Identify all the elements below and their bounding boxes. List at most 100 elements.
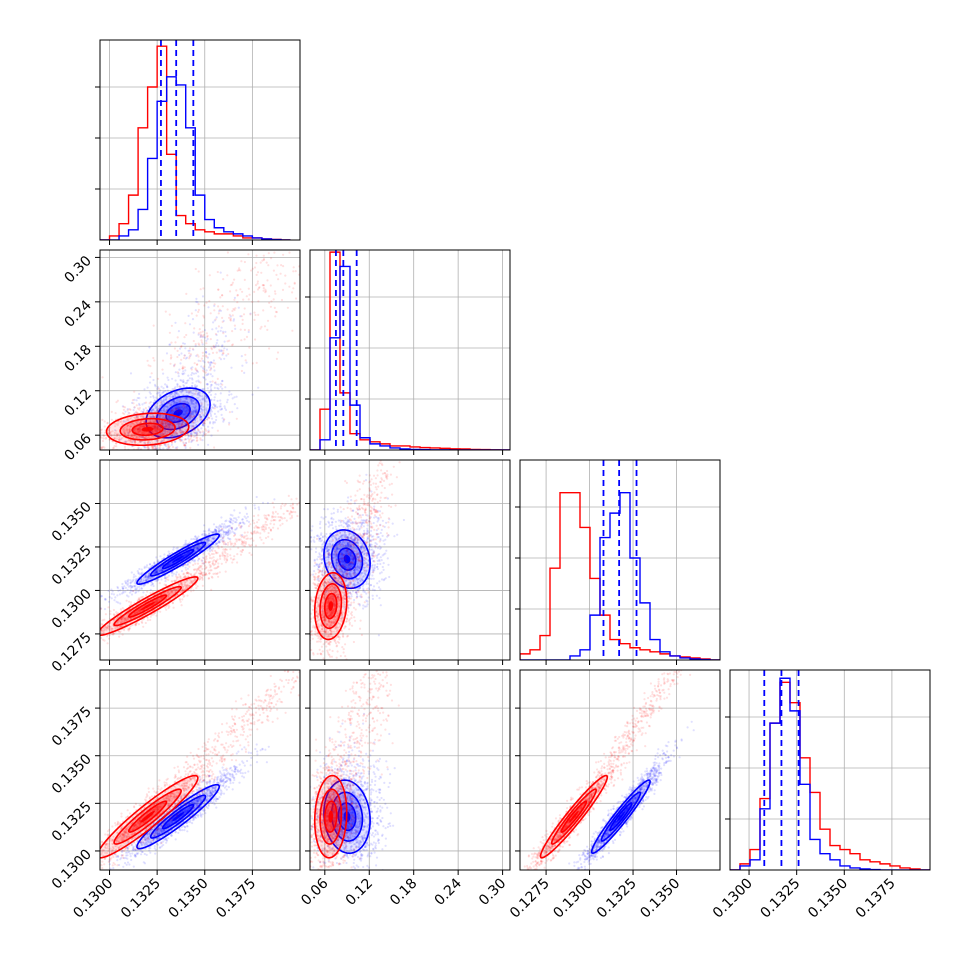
scatter-point [88, 419, 90, 421]
scatter-point [124, 586, 127, 590]
scatter-point [179, 404, 182, 408]
scatter-point [212, 359, 215, 362]
scatter-point [188, 396, 191, 399]
scatter-point [174, 394, 177, 397]
scatter-point [200, 334, 203, 337]
scatter-point [97, 425, 99, 427]
scatter-point [216, 339, 219, 342]
scatter-point [127, 439, 130, 442]
scatter-point [158, 405, 161, 408]
scatter-point [233, 278, 236, 281]
scatter-point [198, 328, 201, 331]
scatter-point [170, 403, 174, 407]
scatter-point [180, 570, 184, 573]
scatter-point [175, 408, 178, 411]
scatter-point [196, 436, 199, 439]
scatter-point [182, 403, 185, 406]
scatter-point [192, 410, 195, 413]
scatter-point [181, 431, 184, 434]
scatter-point [161, 420, 164, 423]
scatter-point [202, 316, 206, 319]
scatter-point [197, 379, 200, 382]
scatter-point [217, 410, 220, 413]
scatter-point [181, 431, 184, 434]
hist-contents [310, 250, 510, 450]
scatter-point [307, 249, 309, 251]
scatter-point [158, 429, 161, 432]
scatter-point [202, 376, 206, 379]
scatter-point [243, 307, 246, 310]
scatter-point [150, 415, 153, 418]
scatter-point [171, 412, 174, 415]
scatter-point [167, 423, 170, 426]
scatter-point [218, 309, 221, 313]
scatter-point [191, 378, 194, 381]
scatter-point [152, 395, 155, 398]
scatter-point [138, 440, 142, 443]
scatter-point [273, 290, 277, 293]
scatter-point [177, 455, 179, 457]
scatter-point [219, 309, 223, 312]
scatter-point [211, 351, 215, 354]
scatter-point [165, 405, 168, 409]
scatter-point [178, 406, 182, 409]
scatter-point [270, 300, 273, 303]
scatter-point [130, 434, 133, 437]
scatter-point [143, 455, 145, 457]
scatter-point [219, 271, 222, 274]
scatter-point [206, 373, 209, 376]
scatter-point [125, 427, 128, 430]
scatter-point [123, 441, 126, 444]
scatter-point [174, 408, 177, 411]
scatter-point [203, 419, 206, 422]
scatter-point [190, 399, 193, 402]
scatter-point [147, 441, 150, 444]
scatter-point [281, 522, 284, 525]
scatter-point [187, 402, 190, 405]
scatter-point [156, 410, 159, 413]
scatter-point [186, 379, 189, 382]
scatter-point [156, 425, 160, 428]
scatter-point [273, 523, 276, 526]
scatter-point [165, 425, 168, 428]
scatter-point [192, 537, 195, 541]
scatter-point [130, 451, 132, 453]
scatter-point [194, 535, 197, 538]
scatter-point [190, 538, 193, 541]
scatter-point [137, 446, 140, 450]
scatter-point [274, 292, 277, 295]
scatter-point [169, 410, 172, 413]
scatter-point [201, 336, 204, 339]
scatter-point [193, 406, 196, 409]
scatter-point [63, 427, 65, 429]
scatter-point [188, 352, 191, 355]
scatter-point [148, 563, 151, 566]
scatter-point [143, 420, 146, 423]
scatter-point [184, 563, 187, 566]
scatter-point [178, 430, 182, 433]
scatter-point [177, 393, 180, 396]
scatter-point [185, 356, 189, 359]
scatter-point [211, 531, 214, 534]
scatter-point [196, 369, 199, 372]
scatter-point [343, 491, 345, 493]
scatter-point [167, 423, 170, 427]
scatter-point [190, 435, 193, 438]
scatter-point [241, 290, 244, 293]
scatter-point [160, 414, 163, 417]
pair-panel-p1-p3-grid [100, 460, 300, 660]
scatter-point [155, 405, 158, 408]
scatter-point [180, 390, 183, 393]
scatter-point [149, 410, 152, 413]
scatter-point [213, 421, 217, 424]
scatter-point [156, 427, 159, 430]
scatter-point [187, 435, 190, 438]
scatter-point [144, 437, 148, 440]
scatter-point [182, 442, 185, 445]
scatter-point [167, 443, 170, 446]
scatter-point [294, 510, 297, 514]
scatter-point [313, 255, 315, 257]
scatter-point [249, 312, 252, 315]
scatter-point [218, 356, 221, 359]
scatter-point [179, 431, 183, 434]
